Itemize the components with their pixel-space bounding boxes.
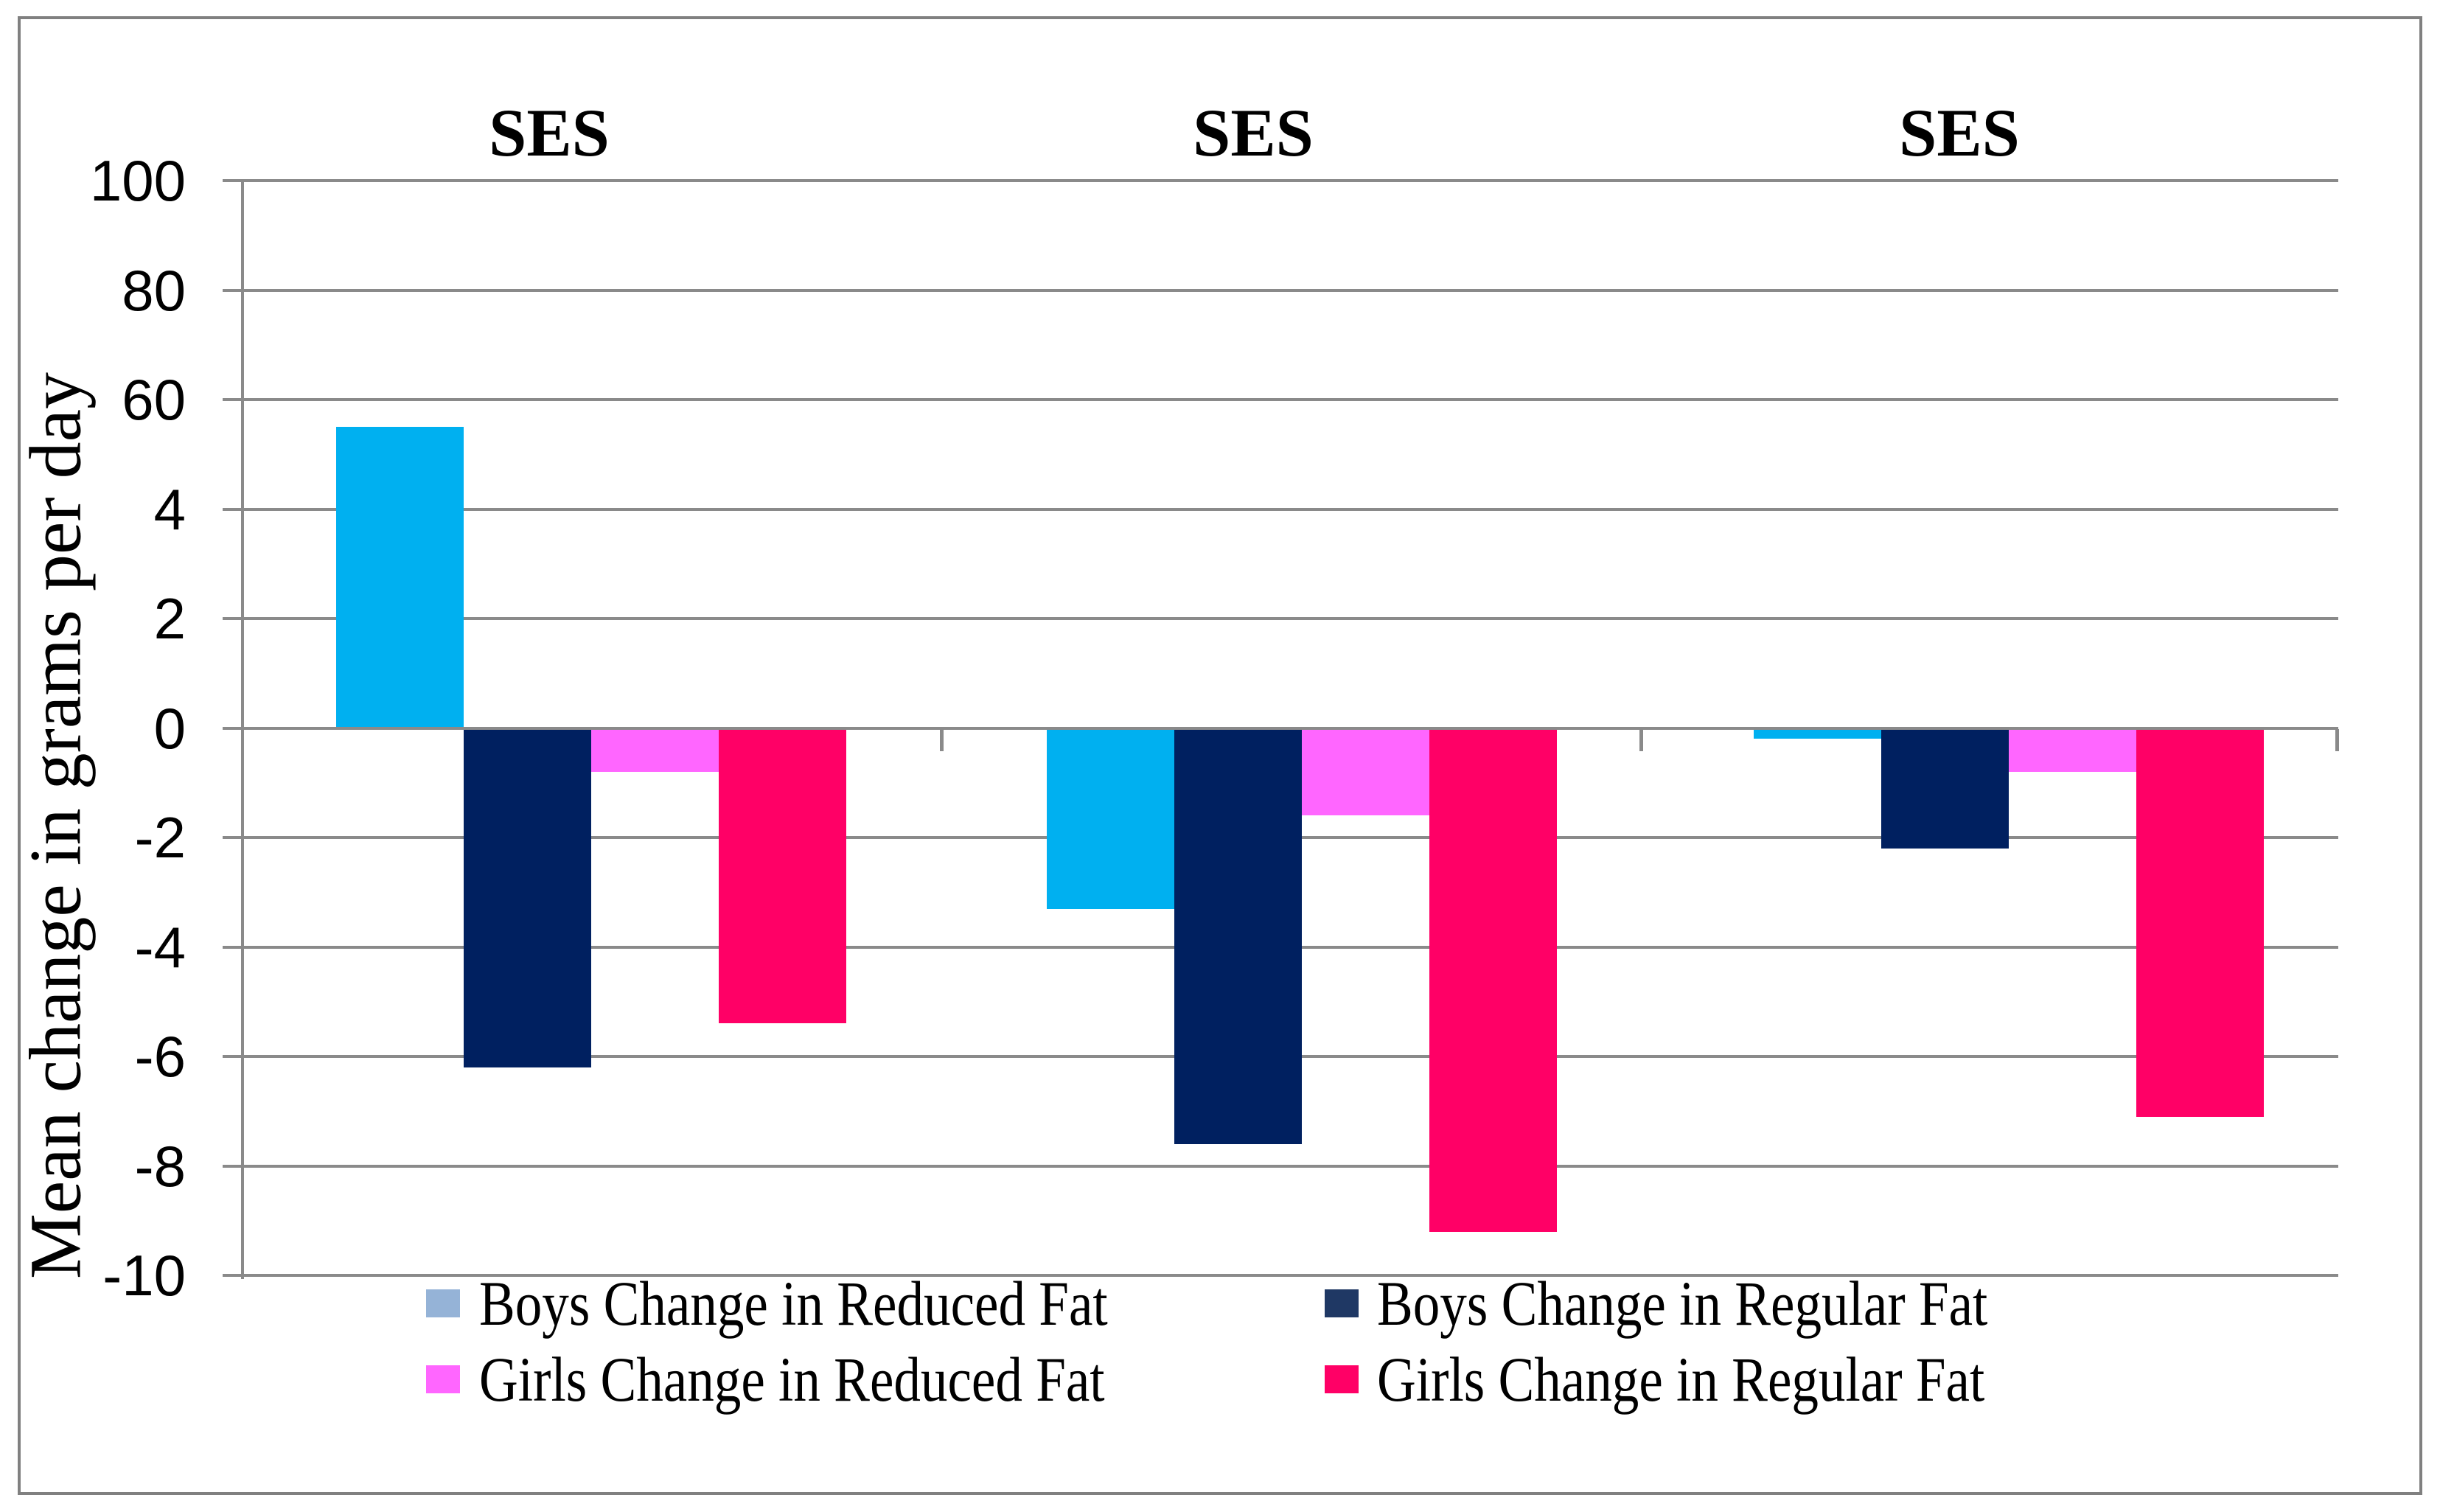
- bar-series4-group3: [2136, 728, 2264, 1117]
- y-tick-label: 0: [153, 695, 186, 761]
- bar-series1-group3: [1754, 728, 1881, 739]
- y-axis-line: [241, 179, 244, 1279]
- y-tick-label: 2: [153, 586, 186, 651]
- bar-series1-group2: [1047, 728, 1174, 909]
- legend-label-girls-reduced-fat: Girls Change in Reduced Fat: [479, 1344, 1105, 1415]
- y-tick-label: 60: [122, 367, 186, 432]
- bar-series2-group2: [1174, 728, 1302, 1144]
- legend-swatch-girls-reduced-fat: [426, 1365, 460, 1393]
- category-title-1: SES: [489, 95, 610, 170]
- category-title-3: SES: [1899, 95, 2020, 170]
- gridline: [223, 1274, 2338, 1277]
- y-tick-label: 4: [153, 476, 186, 542]
- gridline: [223, 398, 2338, 401]
- y-tick-label: -6: [134, 1024, 186, 1089]
- legend-label-girls-regular-fat: Girls Change in Regular Fat: [1377, 1344, 1985, 1415]
- gridline: [223, 179, 2338, 182]
- y-tick-label: -4: [134, 914, 186, 980]
- y-tick-label: 80: [122, 257, 186, 323]
- bar-series4-group1: [719, 728, 846, 1024]
- bar-series3-group2: [1302, 728, 1429, 816]
- legend-label-boys-regular-fat: Boys Change in Regular Fat: [1377, 1268, 1988, 1339]
- gridline: [223, 288, 2338, 292]
- bar-series1-group1: [336, 427, 464, 728]
- y-axis-title: Mean change in grams per day: [14, 372, 97, 1280]
- bar-series4-group2: [1429, 728, 1557, 1232]
- category-title-2: SES: [1193, 95, 1314, 170]
- plot-area: [223, 179, 2339, 1279]
- x-axis-tick: [1639, 729, 1643, 751]
- bar-series3-group1: [591, 728, 719, 772]
- figure-border: [18, 16, 2422, 1495]
- y-tick-label: -2: [134, 805, 186, 870]
- gridline: [223, 617, 2338, 620]
- bar-series2-group3: [1881, 728, 2009, 849]
- y-tick-label: -10: [102, 1243, 186, 1308]
- gridline: [223, 507, 2338, 511]
- y-tick-label: 100: [89, 148, 186, 213]
- x-axis-line: [223, 726, 2338, 730]
- y-tick-label: -8: [134, 1133, 186, 1199]
- gridline: [223, 1164, 2338, 1168]
- legend-swatch-boys-reduced-fat: [426, 1289, 460, 1317]
- x-axis-tick: [940, 729, 944, 751]
- bar-series2-group1: [464, 728, 591, 1067]
- legend-swatch-boys-regular-fat: [1325, 1289, 1359, 1317]
- legend-label-boys-reduced-fat: Boys Change in Reduced Fat: [479, 1268, 1108, 1339]
- legend-swatch-girls-regular-fat: [1325, 1365, 1359, 1393]
- x-axis-tick: [2335, 729, 2339, 751]
- bar-series3-group3: [2009, 728, 2136, 772]
